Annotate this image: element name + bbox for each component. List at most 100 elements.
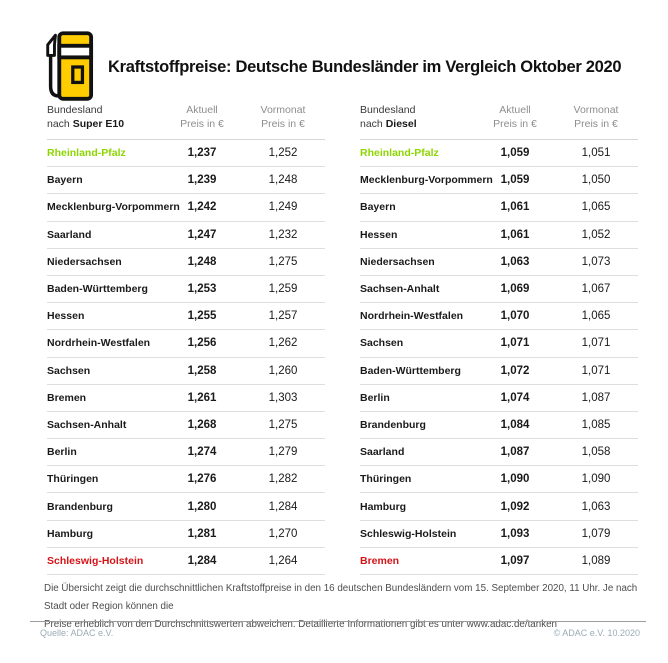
page-title: Kraftstoffpreise: Deutsche Bundesländer … bbox=[108, 57, 622, 76]
state-name: Saarland bbox=[47, 228, 92, 241]
previous-price: 1,065 bbox=[581, 310, 611, 323]
previous-price: 1,303 bbox=[268, 391, 298, 404]
state-name: Sachsen-Anhalt bbox=[360, 283, 440, 296]
table-row: Rheinland-Pfalz 1,059 1,051 bbox=[360, 140, 638, 168]
previous-price: 1,252 bbox=[268, 147, 298, 160]
current-price: 1,092 bbox=[500, 500, 530, 513]
current-price: 1,239 bbox=[187, 174, 217, 187]
table-row: Schleswig-Holstein 1,284 1,264 bbox=[47, 548, 325, 575]
current-price: 1,237 bbox=[187, 147, 217, 160]
table-header: Bundesland nach Diesel Aktuell Preis in … bbox=[360, 101, 638, 140]
column-header-state: Bundesland nach Diesel bbox=[360, 104, 476, 132]
current-price: 1,274 bbox=[187, 446, 217, 459]
previous-price: 1,087 bbox=[581, 391, 611, 404]
current-price: 1,281 bbox=[187, 527, 217, 540]
table-row: Baden-Württemberg 1,072 1,071 bbox=[360, 358, 638, 385]
previous-price: 1,232 bbox=[268, 228, 298, 241]
table-body: Rheinland-Pfalz 1,059 1,051 Mecklenburg-… bbox=[360, 140, 638, 575]
state-name: Hamburg bbox=[47, 527, 94, 540]
table-row: Hessen 1,061 1,052 bbox=[360, 222, 638, 249]
state-name: Berlin bbox=[360, 391, 390, 404]
column-header-previous: Vormonat Preis in € bbox=[260, 104, 306, 131]
state-name: Niedersachsen bbox=[47, 255, 122, 268]
previous-price: 1,063 bbox=[581, 500, 611, 513]
current-price: 1,059 bbox=[500, 174, 530, 187]
table-header: Bundesland nach Super E10 Aktuell Preis … bbox=[47, 101, 325, 140]
table-row: Mecklenburg-Vorpommern 1,059 1,050 bbox=[360, 167, 638, 195]
state-name: Baden-Württemberg bbox=[47, 283, 148, 296]
table-row: Sachsen 1,071 1,071 bbox=[360, 330, 638, 358]
state-name: Bayern bbox=[360, 201, 396, 214]
previous-price: 1,264 bbox=[268, 554, 298, 567]
state-name: Brandenburg bbox=[47, 500, 113, 513]
previous-price: 1,058 bbox=[581, 446, 611, 459]
previous-price: 1,260 bbox=[268, 364, 298, 377]
fuel-type-label: Super E10 bbox=[72, 118, 125, 131]
previous-price: 1,050 bbox=[581, 174, 611, 187]
current-price: 1,059 bbox=[500, 147, 530, 160]
current-price: 1,258 bbox=[187, 364, 217, 377]
current-price: 1,063 bbox=[500, 255, 530, 268]
previous-price: 1,270 bbox=[268, 527, 298, 540]
current-price: 1,255 bbox=[187, 310, 217, 323]
previous-price: 1,275 bbox=[268, 418, 298, 431]
state-name: Niedersachsen bbox=[360, 255, 435, 268]
state-name: Thüringen bbox=[47, 473, 99, 486]
current-price: 1,284 bbox=[187, 554, 217, 567]
column-header-previous: Vormonat Preis in € bbox=[573, 104, 619, 131]
current-price: 1,093 bbox=[500, 527, 530, 540]
state-name: Thüringen bbox=[360, 473, 412, 486]
previous-price: 1,073 bbox=[581, 255, 611, 268]
previous-price: 1,085 bbox=[581, 418, 611, 431]
state-name: Hessen bbox=[47, 310, 85, 323]
state-name: Rheinland-Pfalz bbox=[47, 147, 126, 160]
table-row: Niedersachsen 1,063 1,073 bbox=[360, 249, 638, 276]
table-row: Saarland 1,247 1,232 bbox=[47, 222, 325, 249]
footnote-line-1: Die Übersicht zeigt die durchschnittlich… bbox=[44, 583, 638, 613]
current-price: 1,069 bbox=[500, 283, 530, 296]
table-row: Sachsen 1,258 1,260 bbox=[47, 358, 325, 385]
previous-price: 1,275 bbox=[268, 255, 298, 268]
table-row: Nordrhein-Westfalen 1,256 1,262 bbox=[47, 330, 325, 358]
current-price: 1,256 bbox=[187, 337, 217, 350]
table-row: Sachsen-Anhalt 1,069 1,067 bbox=[360, 276, 638, 304]
state-name: Sachsen bbox=[360, 337, 404, 350]
previous-price: 1,079 bbox=[581, 527, 611, 540]
state-name: Hamburg bbox=[360, 500, 407, 513]
table-row: Thüringen 1,276 1,282 bbox=[47, 466, 325, 494]
footnote: Die Übersicht zeigt die durchschnittlich… bbox=[44, 580, 638, 634]
state-col-line2: nach Diesel bbox=[360, 118, 417, 131]
previous-price: 1,071 bbox=[581, 364, 611, 377]
current-price: 1,072 bbox=[500, 364, 530, 377]
previous-price: 1,262 bbox=[268, 337, 298, 350]
table-row: Thüringen 1,090 1,090 bbox=[360, 466, 638, 494]
copyright-credit: © ADAC e.V. 10.2020 bbox=[553, 628, 640, 638]
table-row: Niedersachsen 1,248 1,275 bbox=[47, 249, 325, 276]
table-row: Berlin 1,274 1,279 bbox=[47, 439, 325, 467]
state-name: Nordrhein-Westfalen bbox=[47, 337, 151, 350]
state-name: Brandenburg bbox=[360, 418, 426, 431]
current-price: 1,090 bbox=[500, 473, 530, 486]
table-row: Mecklenburg-Vorpommern 1,242 1,249 bbox=[47, 194, 325, 222]
current-price: 1,061 bbox=[500, 228, 530, 241]
previous-price: 1,090 bbox=[581, 473, 611, 486]
table-row: Bremen 1,097 1,089 bbox=[360, 548, 638, 575]
state-name: Schleswig-Holstein bbox=[47, 554, 144, 567]
current-price: 1,253 bbox=[187, 283, 217, 296]
previous-price: 1,052 bbox=[581, 228, 611, 241]
state-name: Berlin bbox=[47, 446, 77, 459]
table-row: Bayern 1,061 1,065 bbox=[360, 194, 638, 222]
previous-price: 1,067 bbox=[581, 283, 611, 296]
table-row: Rheinland-Pfalz 1,237 1,252 bbox=[47, 140, 325, 168]
price-tables: Bundesland nach Super E10 Aktuell Preis … bbox=[47, 101, 638, 575]
table-row: Bremen 1,261 1,303 bbox=[47, 385, 325, 412]
previous-price: 1,259 bbox=[268, 283, 298, 296]
state-name: Sachsen bbox=[47, 364, 91, 377]
footnote-line-2: Preise erheblich von den Durchschnittswe… bbox=[44, 619, 557, 631]
current-price: 1,242 bbox=[187, 201, 217, 214]
current-price: 1,280 bbox=[187, 500, 217, 513]
previous-price: 1,257 bbox=[268, 310, 298, 323]
current-price: 1,276 bbox=[187, 473, 217, 486]
table-row: Bayern 1,239 1,248 bbox=[47, 167, 325, 195]
footer-divider bbox=[30, 621, 646, 622]
